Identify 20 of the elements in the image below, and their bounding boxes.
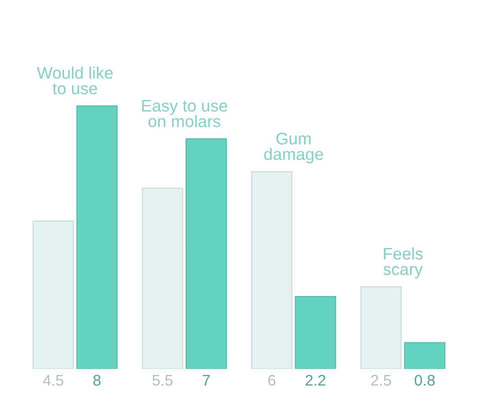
x-tick-label: Feels scary <box>383 247 423 278</box>
bar <box>32 220 74 369</box>
bar <box>404 342 446 369</box>
bar <box>360 286 402 369</box>
bar <box>142 188 184 369</box>
x-tick-label: Easy to use on molars <box>142 100 228 128</box>
data-label: 2.2 <box>306 374 326 386</box>
data-label: 5.5 <box>152 375 172 386</box>
x-tick-label: Would like to use <box>36 66 113 94</box>
data-label: 0.8 <box>414 374 435 386</box>
bar <box>186 138 227 369</box>
bar <box>251 171 292 369</box>
bar <box>76 105 118 369</box>
bar <box>294 296 336 369</box>
data-label: 7 <box>202 375 210 386</box>
data-label: 8 <box>93 374 101 386</box>
data-label: 2.5 <box>371 374 392 386</box>
data-label: 4.5 <box>42 375 64 386</box>
data-label: 6 <box>268 374 276 386</box>
x-tick-label: Gum damage <box>264 132 324 164</box>
